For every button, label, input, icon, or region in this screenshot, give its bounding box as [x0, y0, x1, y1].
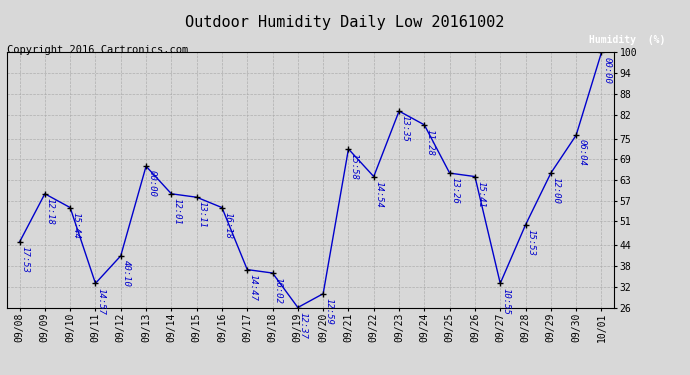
Text: 15:44: 15:44 [71, 212, 80, 238]
Text: 14:47: 14:47 [248, 274, 257, 301]
Text: 15:41: 15:41 [476, 181, 485, 208]
Text: 13:35: 13:35 [400, 115, 409, 142]
Text: Humidity  (%): Humidity (%) [589, 35, 666, 45]
Text: 16:02: 16:02 [274, 277, 283, 304]
Text: 12:00: 12:00 [552, 177, 561, 204]
Text: Outdoor Humidity Daily Low 20161002: Outdoor Humidity Daily Low 20161002 [186, 15, 504, 30]
Text: 12:18: 12:18 [46, 198, 55, 225]
Text: 12:01: 12:01 [172, 198, 181, 225]
Text: 14:57: 14:57 [97, 288, 106, 314]
Text: 15:53: 15:53 [526, 229, 535, 256]
Text: 12:37: 12:37 [299, 312, 308, 339]
Text: 11:28: 11:28 [426, 129, 435, 156]
Text: 15:58: 15:58 [350, 153, 359, 180]
Text: 13:26: 13:26 [451, 177, 460, 204]
Text: Copyright 2016 Cartronics.com: Copyright 2016 Cartronics.com [7, 45, 188, 55]
Text: 06:04: 06:04 [578, 140, 586, 166]
Text: 10:55: 10:55 [502, 288, 511, 314]
Text: 00:00: 00:00 [602, 57, 611, 84]
Text: 16:18: 16:18 [223, 212, 232, 238]
Text: 00:00: 00:00 [147, 170, 156, 197]
Text: 12:59: 12:59 [324, 298, 333, 325]
Text: 40:10: 40:10 [122, 260, 131, 287]
Text: 13:11: 13:11 [198, 201, 207, 228]
Text: 14:54: 14:54 [375, 181, 384, 208]
Text: 17:53: 17:53 [21, 246, 30, 273]
